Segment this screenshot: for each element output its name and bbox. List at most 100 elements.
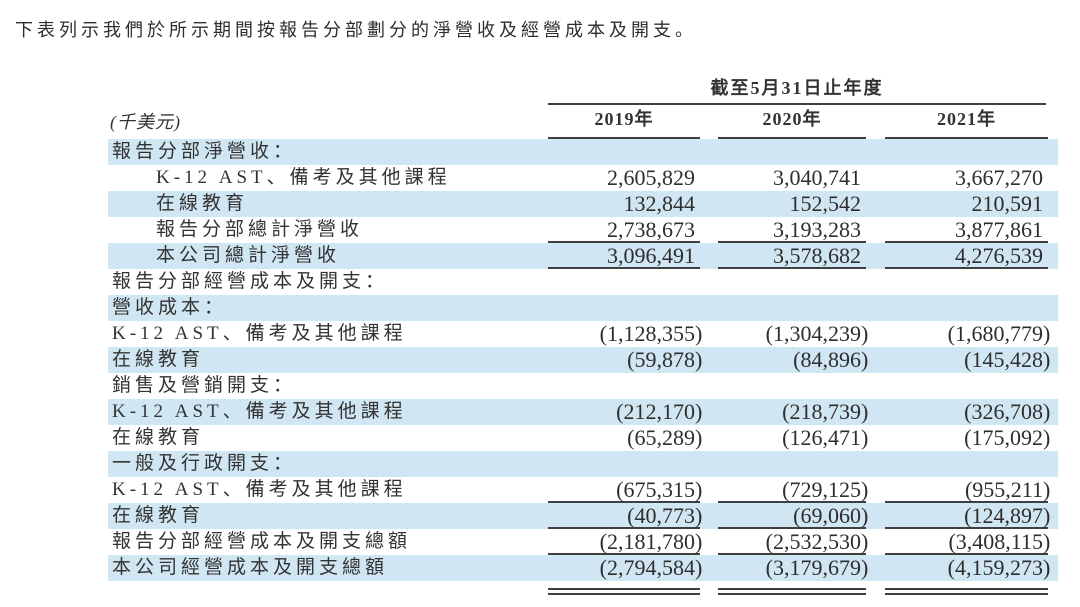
row-label: 本公司經營成本及開支總額	[112, 557, 389, 578]
cell-2020: (729,125)	[718, 477, 868, 503]
table-row-online-education-net-revenue: 在線教育 132,844 152,542 210,591	[108, 191, 1058, 217]
cell-2019: 3,096,491	[548, 243, 700, 269]
table-row-segment-costs-header: 報告分部經營成本及開支：	[108, 269, 1058, 295]
cell-2019	[548, 269, 700, 295]
table-row-cost-of-revenue-header: 營收成本：	[108, 295, 1058, 321]
row-label: 報告分部經營成本及開支總額	[112, 531, 412, 552]
double-rule-2020	[718, 588, 866, 595]
cell-2021: (175,092)	[964, 425, 1051, 450]
table-row-online-education-selling-marketing: 在線教育 (65,289) (126,471) (175,092)	[108, 425, 1058, 451]
cell-2021: 210,591	[971, 191, 1044, 216]
table-row-k12-net-revenue: K-12 AST、備考及其他課程 2,605,829 3,040,741 3,6…	[108, 165, 1058, 191]
table-body: 報告分部淨營收： K-12 AST、備考及其他課程 2,605,829 3,04…	[108, 139, 1058, 581]
table-row-k12-selling-marketing: K-12 AST、備考及其他課程 (212,170) (218,739) (32…	[108, 399, 1058, 425]
cell-2019: (1,128,355)	[599, 321, 703, 346]
cell-2020: 3,578,682	[718, 243, 866, 269]
cell-2019: (212,170)	[616, 399, 703, 424]
table-row-segment-total-costs: 報告分部經營成本及開支總額 (2,181,780) (2,532,530) (3…	[108, 529, 1058, 555]
unit-label: (千美元)	[110, 112, 181, 132]
cell-2021: (955,211)	[885, 477, 1050, 503]
cell-2020: (218,739)	[782, 399, 869, 424]
table-row-online-education-cost-of-revenue: 在線教育 (59,878) (84,896) (145,428)	[108, 347, 1058, 373]
cell-2020	[718, 373, 866, 399]
row-label: 報告分部總計淨營收	[156, 219, 364, 240]
cell-2019	[548, 373, 700, 399]
cell-2020: (84,896)	[793, 347, 869, 372]
cell-2019	[548, 295, 700, 321]
cell-2020: 3,040,741	[773, 165, 861, 190]
cell-2020	[718, 269, 866, 295]
cell-2019	[548, 451, 700, 477]
cell-2019: (675,315)	[548, 477, 702, 503]
year-header-row: (千美元) 2019年 2020年 2021年	[108, 105, 1058, 139]
cell-2020: (1,304,239)	[765, 321, 869, 346]
cell-2021	[885, 373, 1048, 399]
cell-2021: (4,159,273)	[947, 555, 1051, 580]
row-label: 在線教育	[112, 349, 205, 370]
cell-2020	[718, 451, 866, 477]
cell-2021: 4,276,539	[885, 243, 1048, 269]
cell-2019: (2,794,584)	[599, 555, 703, 580]
row-label: 銷售及營銷開支：	[112, 375, 297, 396]
cell-2020: (2,532,530)	[718, 529, 868, 555]
cell-2020: 3,193,283	[718, 217, 866, 243]
row-label: K-12 AST、備考及其他課程	[112, 323, 407, 344]
table-row-selling-marketing-header: 銷售及營銷開支：	[108, 373, 1058, 399]
table-row-online-education-general-admin: 在線教育 (40,773) (69,060) (124,897)	[108, 503, 1058, 529]
year-column-2021: 2021年	[885, 105, 1048, 139]
cell-2021: (1,680,779)	[947, 321, 1051, 346]
cell-2021: (124,897)	[885, 503, 1050, 529]
period-header: 截至5月31日止年度	[548, 74, 1046, 105]
table-row-k12-cost-of-revenue: K-12 AST、備考及其他課程 (1,128,355) (1,304,239)…	[108, 321, 1058, 347]
row-label: 報告分部淨營收：	[112, 141, 297, 162]
row-label: 本公司總計淨營收	[156, 245, 341, 266]
cell-2019: (65,289)	[627, 425, 703, 450]
cell-2019	[548, 139, 700, 165]
cell-2020: (126,471)	[782, 425, 869, 450]
cell-2021: (3,408,115)	[885, 529, 1050, 555]
cell-2020: 152,542	[789, 191, 862, 216]
intro-text: 下表列示我們於所示期間按報告分部劃分的淨營收及經營成本及開支。	[15, 20, 697, 40]
row-label: 在線教育	[112, 427, 205, 448]
table-row-net-revenues-header: 報告分部淨營收：	[108, 139, 1058, 165]
cell-2020: (69,060)	[718, 503, 868, 529]
cell-2021: (326,708)	[964, 399, 1051, 424]
year-column-2020: 2020年	[718, 105, 866, 139]
row-label: K-12 AST、備考及其他課程	[112, 479, 407, 500]
segment-financial-table: 截至5月31日止年度 (千美元) 2019年 2020年 2021年 報告分部淨…	[108, 74, 1058, 595]
double-rule-2021	[885, 588, 1048, 595]
row-label: 一般及行政開支：	[112, 453, 297, 474]
table-row-k12-general-admin: K-12 AST、備考及其他課程 (675,315) (729,125) (95…	[108, 477, 1058, 503]
row-label: 在線教育	[156, 193, 249, 214]
row-label: 營收成本：	[112, 297, 228, 318]
cell-2019: (2,181,780)	[548, 529, 702, 555]
table-row-company-total-net-revenue: 本公司總計淨營收 3,096,491 3,578,682 4,276,539	[108, 243, 1058, 269]
cell-2019: (40,773)	[548, 503, 702, 529]
row-label: 在線教育	[112, 505, 205, 526]
cell-2021: 3,877,861	[885, 217, 1048, 243]
cell-2021: 3,667,270	[955, 165, 1043, 190]
row-label: K-12 AST、備考及其他課程	[156, 167, 451, 188]
rule-spacer	[108, 588, 548, 595]
cell-2020: (3,179,679)	[765, 555, 869, 580]
header-spacer	[108, 74, 548, 105]
table-row-general-admin-header: 一般及行政開支：	[108, 451, 1058, 477]
cell-2019: (59,878)	[627, 347, 703, 372]
cell-2021	[885, 269, 1048, 295]
cell-2019: 2,738,673	[548, 217, 700, 243]
cell-2019: 132,844	[623, 191, 696, 216]
cell-2021	[885, 139, 1048, 165]
year-column-2019: 2019年	[548, 105, 700, 139]
cell-2021	[885, 451, 1048, 477]
row-label: 報告分部經營成本及開支：	[112, 271, 389, 292]
table-row-company-total-costs: 本公司經營成本及開支總額 (2,794,584) (3,179,679) (4,…	[108, 555, 1058, 581]
cell-2019: 2,605,829	[607, 165, 695, 190]
cell-2021	[885, 295, 1048, 321]
period-header-row: 截至5月31日止年度	[108, 74, 1058, 105]
row-label: K-12 AST、備考及其他課程	[112, 401, 407, 422]
cell-2020	[718, 295, 866, 321]
double-rule-2019	[548, 588, 700, 595]
cell-2020	[718, 139, 866, 165]
cell-2021: (145,428)	[964, 347, 1051, 372]
